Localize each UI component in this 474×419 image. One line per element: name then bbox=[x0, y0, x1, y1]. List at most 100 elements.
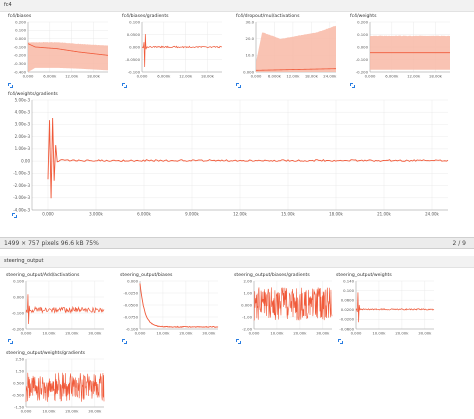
y-tick-label: 3.00e-3 bbox=[15, 122, 31, 127]
series-line bbox=[25, 294, 105, 324]
series-line bbox=[25, 372, 105, 402]
x-tick-label: 12.00k bbox=[179, 73, 193, 78]
y-tick-label: 0.000 bbox=[13, 294, 24, 299]
series-band bbox=[256, 25, 336, 72]
x-tick-label: 18.00k bbox=[429, 73, 443, 78]
chart-title: steering_output/weights bbox=[336, 273, 392, 278]
y-tick-label: -0.100 bbox=[126, 326, 139, 331]
x-tick-label: 10.00k bbox=[270, 330, 284, 335]
x-tick-label: 15.00k bbox=[281, 212, 295, 217]
y-tick-label: -4.00e-3 bbox=[13, 207, 30, 212]
y-tick-label: 0.00 bbox=[21, 158, 30, 163]
page-counter: 2 / 9 bbox=[452, 240, 466, 247]
chart-title: fc4/biases/gradients bbox=[122, 14, 169, 19]
chart-title: fc4/weights bbox=[350, 14, 377, 19]
x-tick-label: 30.00k bbox=[202, 330, 216, 335]
y-tick-label: 2.00 bbox=[244, 278, 253, 283]
expand-icon[interactable] bbox=[350, 83, 355, 88]
series-line bbox=[253, 287, 333, 321]
y-tick-label: 0.100 bbox=[357, 32, 368, 37]
x-tick-label: 0.000 bbox=[251, 73, 262, 78]
expand-icon[interactable] bbox=[12, 213, 17, 218]
expand-icon[interactable] bbox=[8, 339, 13, 344]
y-tick-label: -0.100 bbox=[356, 57, 369, 62]
y-tick-label: -0.0500 bbox=[125, 57, 140, 62]
x-tick-label: 30.00k bbox=[418, 330, 432, 335]
x-tick-label: 0.000 bbox=[351, 330, 362, 335]
y-tick-label: 1.00e-3 bbox=[15, 146, 31, 151]
steering-output-panel: steering_output steering_output/Add/acti… bbox=[0, 248, 474, 419]
y-tick-label: 5.00e-3 bbox=[15, 97, 31, 102]
x-tick-label: 0.000 bbox=[42, 212, 54, 217]
series-line bbox=[139, 283, 219, 328]
y-tick-label: -1.00 bbox=[242, 314, 252, 319]
x-tick-label: 6.000k bbox=[157, 73, 171, 78]
y-tick-label: -3.00e-3 bbox=[13, 195, 30, 200]
y-tick-label: -0.200 bbox=[356, 69, 369, 74]
x-tick-label: 6.000k bbox=[43, 73, 57, 78]
y-tick-label: 0.000 bbox=[15, 36, 26, 41]
fc4-panel: fc4 fc4/biases 0.200 0.100 0.000 -0.100 -0.2… bbox=[0, 0, 474, 218]
y-tick-label: 0.100 bbox=[13, 278, 24, 283]
x-tick-label: 24.00k bbox=[323, 73, 337, 78]
y-tick-label: 0.140 bbox=[343, 278, 354, 283]
x-tick-label: 12.00k bbox=[65, 73, 79, 78]
image-info: 1499 × 757 pixels 96.6 kB 75% bbox=[4, 240, 99, 247]
expand-icon[interactable] bbox=[122, 339, 127, 344]
x-tick-label: 20.00k bbox=[65, 408, 79, 413]
y-tick-label: -0.100 bbox=[12, 310, 25, 315]
x-tick-label: 12.00k bbox=[233, 212, 247, 217]
y-tick-label: 0.000 bbox=[357, 44, 368, 49]
y-tick-label: 30.0 bbox=[246, 19, 255, 24]
series-line bbox=[355, 292, 435, 323]
x-tick-label: 18.00k bbox=[201, 73, 215, 78]
x-tick-label: 6.000k bbox=[137, 212, 151, 217]
series-line bbox=[141, 34, 223, 67]
chart-steering-weights: 0.140 0.100 0.0600 0.0200 -0.0200 -0.06000.00… bbox=[339, 278, 435, 335]
x-tick-label: 0.000 bbox=[137, 73, 148, 78]
section-header-steering-output[interactable]: steering_output bbox=[0, 256, 474, 268]
x-tick-label: 18.00k bbox=[87, 73, 101, 78]
expand-icon[interactable] bbox=[8, 83, 13, 88]
y-tick-label: -1.50 bbox=[14, 404, 24, 409]
section-header-fc4[interactable]: fc4 bbox=[0, 0, 474, 12]
y-tick-label: 0.200 bbox=[357, 19, 368, 24]
series-line bbox=[255, 68, 337, 71]
x-tick-label: 20.00k bbox=[395, 330, 409, 335]
x-tick-label: 0.000 bbox=[21, 408, 32, 413]
x-tick-label: 9.000k bbox=[185, 212, 199, 217]
y-tick-label: 0.100 bbox=[129, 19, 140, 24]
expand-icon[interactable] bbox=[338, 339, 343, 344]
x-tick-label: 10.00k bbox=[372, 330, 386, 335]
x-tick-label: 18.00k bbox=[329, 212, 343, 217]
y-tick-label: 0.000 bbox=[127, 278, 138, 283]
x-tick-label: 6.000k bbox=[385, 73, 399, 78]
y-tick-label: 0.500 bbox=[13, 380, 24, 385]
y-tick-label: -0.300 bbox=[14, 61, 27, 66]
x-tick-label: 21.00k bbox=[377, 212, 391, 217]
expand-icon[interactable] bbox=[236, 339, 241, 344]
y-tick-label: -0.0200 bbox=[339, 317, 354, 322]
x-tick-label: 3.000k bbox=[89, 212, 103, 217]
chart-title: fc4/biases bbox=[8, 14, 32, 19]
chart-title: steering_output/weights/gradients bbox=[6, 351, 86, 356]
expand-icon[interactable] bbox=[122, 83, 127, 88]
y-tick-label: 10.0 bbox=[246, 53, 255, 58]
y-tick-label: -0.100 bbox=[14, 44, 27, 49]
x-tick-label: 6.000k bbox=[268, 73, 282, 78]
y-tick-label: 0.000 bbox=[129, 44, 140, 49]
x-tick-label: 0.000 bbox=[249, 330, 260, 335]
x-tick-label: 30.00k bbox=[88, 408, 102, 413]
expand-icon[interactable] bbox=[236, 83, 241, 88]
y-tick-label: 0.000 bbox=[241, 302, 252, 307]
x-tick-label: 12.00k bbox=[407, 73, 421, 78]
series-band bbox=[28, 42, 108, 72]
series-line bbox=[27, 43, 109, 56]
series-line bbox=[47, 117, 449, 199]
y-tick-label: -0.400 bbox=[14, 69, 27, 74]
chart-fc4-biases: 0.2000.1000.000-0.100-0.200-0.300-0.4000… bbox=[14, 19, 109, 78]
x-tick-label: 0.000 bbox=[23, 73, 34, 78]
